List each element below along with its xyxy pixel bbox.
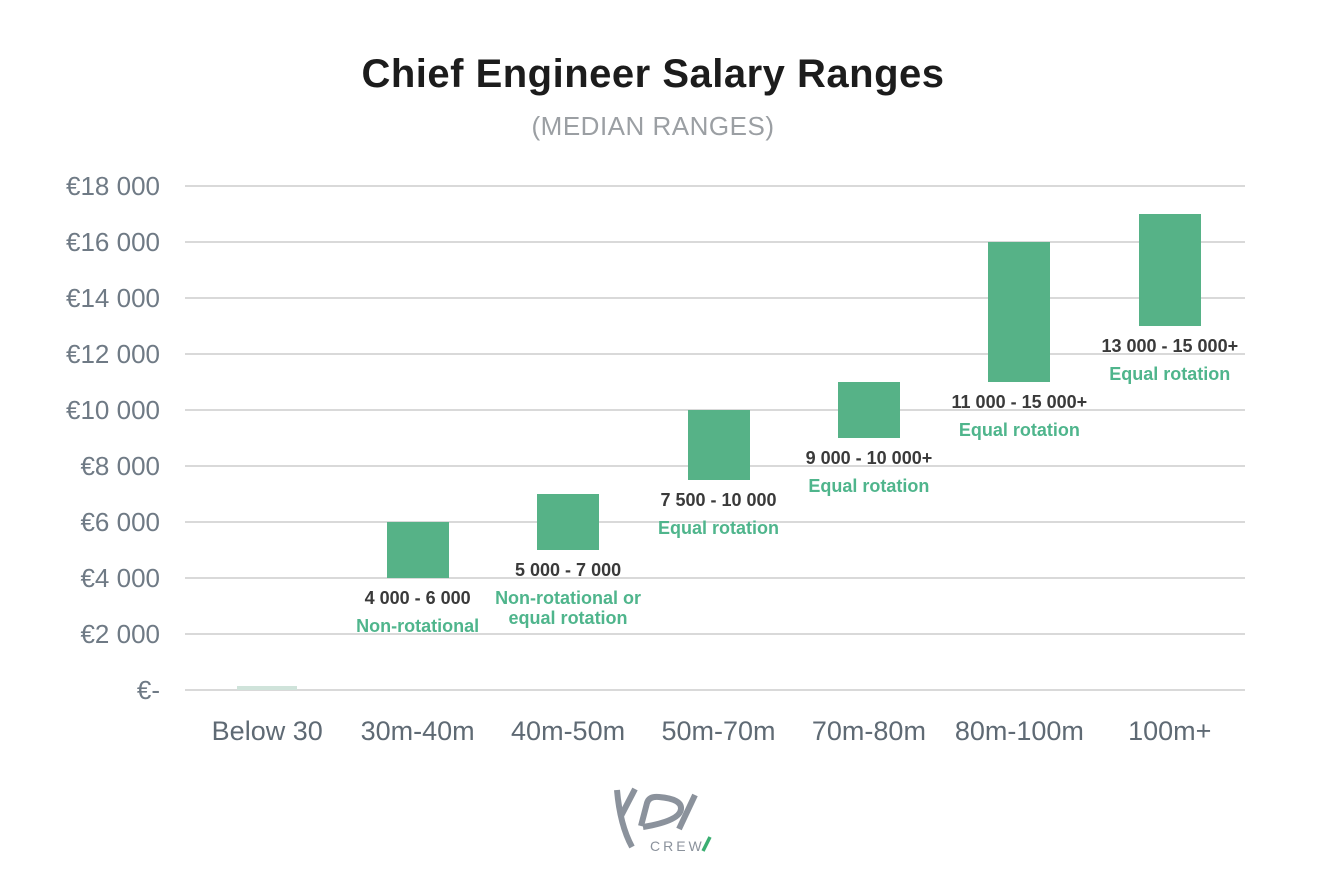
x-axis-category-label: 70m-80m — [811, 716, 926, 746]
gridline — [185, 577, 1245, 579]
bar-range-label: 7 500 - 10 000 — [660, 490, 777, 510]
gridline — [185, 689, 1245, 691]
logo-crew-label: CREW — [650, 838, 705, 854]
bar-rotation-label: Equal rotation — [808, 476, 930, 496]
y-axis-tick-label: €4 000 — [80, 563, 160, 593]
chart-title: Chief Engineer Salary Ranges — [361, 52, 945, 96]
salary-range-bar — [837, 382, 900, 438]
gridline — [185, 241, 1245, 243]
y-axis-tick-label: €2 000 — [80, 619, 160, 649]
gridline — [185, 521, 1245, 523]
y-axis-tick-label: €14 000 — [66, 283, 160, 313]
ypi-crew-logo-icon: CREW — [614, 787, 712, 854]
y-axis-tick-label: €- — [136, 675, 160, 705]
salary-range-bar — [537, 494, 600, 550]
bar-range-label: 5 000 - 7 000 — [515, 560, 622, 580]
x-axis-category-label: 50m-70m — [661, 716, 776, 746]
gridline — [185, 297, 1245, 299]
y-axis-tick-label: €6 000 — [80, 507, 160, 537]
chart-subtitle: (MEDIAN RANGES) — [531, 111, 775, 141]
bar-rotation-label: Non-rotational — [356, 616, 480, 636]
bar-range-label: 11 000 - 15 000+ — [951, 392, 1088, 412]
bar-range-label: 4 000 - 6 000 — [364, 588, 471, 608]
gridline — [185, 185, 1245, 187]
y-axis-tick-label: €12 000 — [66, 339, 160, 369]
bar-rotation-label: Non-rotational or equal rotation — [495, 588, 642, 628]
gridline — [185, 633, 1245, 635]
x-axis-category-label: Below 30 — [211, 716, 323, 746]
zero-value-bar — [237, 686, 298, 690]
gridline — [185, 353, 1245, 355]
salary-range-bar — [687, 410, 750, 480]
salary-range-bar — [988, 242, 1051, 382]
bar-rotation-label: Equal rotation — [658, 518, 779, 538]
x-axis-category-label: 40m-50m — [511, 716, 626, 746]
x-axis-category-label: 30m-40m — [360, 716, 475, 746]
x-axis-category-label: 80m-100m — [954, 716, 1084, 746]
x-axis-category-label: 100m+ — [1128, 716, 1212, 746]
salary-range-bar — [386, 522, 449, 578]
bar-range-label: 9 000 - 10 000+ — [805, 448, 933, 468]
y-axis-tick-label: €18 000 — [66, 171, 160, 201]
y-axis-tick-label: €8 000 — [80, 451, 160, 481]
y-axis-tick-label: €10 000 — [66, 395, 160, 425]
bar-rotation-label: Equal rotation — [958, 420, 1080, 440]
salary-range-bar — [1138, 214, 1201, 326]
bar-range-label: 13 000 - 15 000+ — [1101, 336, 1239, 356]
bar-rotation-label: Equal rotation — [1109, 364, 1231, 384]
logo-accent-slash — [701, 836, 712, 852]
y-axis-tick-label: €16 000 — [66, 227, 160, 257]
